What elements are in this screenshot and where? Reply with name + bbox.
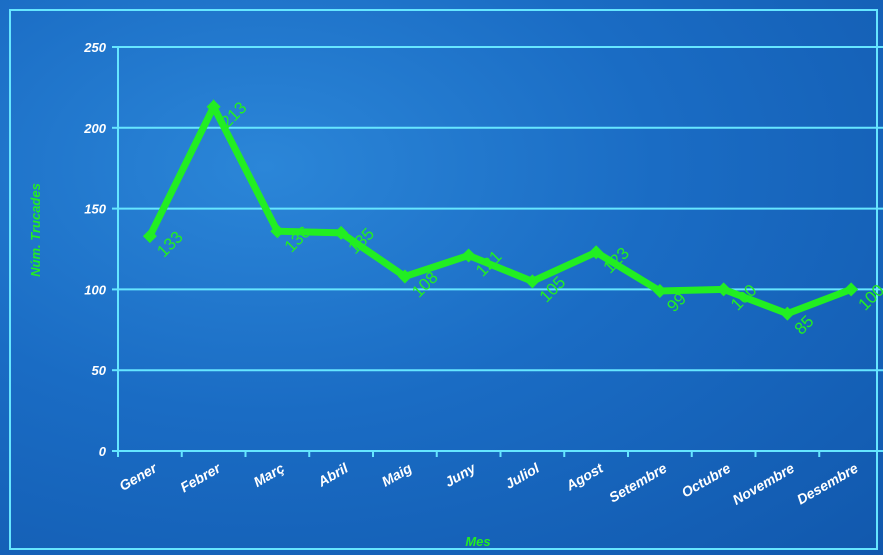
x-tick-label: Agost xyxy=(562,459,606,494)
data-label: 100 xyxy=(727,281,760,314)
data-label: 136 xyxy=(281,223,314,256)
y-tick-label: 200 xyxy=(83,121,106,136)
data-point xyxy=(206,99,221,114)
series-group xyxy=(142,98,859,321)
data-point xyxy=(461,248,476,263)
gridlines xyxy=(118,46,883,372)
x-tick-label: Juliol xyxy=(502,459,543,492)
data-label: 133 xyxy=(153,227,186,260)
y-axis-title: Núm. Trucades xyxy=(28,183,43,277)
data-point xyxy=(844,282,859,297)
x-tick-label: Juny xyxy=(442,459,479,490)
y-tick-label: 100 xyxy=(84,282,106,297)
data-point xyxy=(780,306,795,321)
series-line xyxy=(146,98,853,318)
data-label: 85 xyxy=(791,312,818,339)
x-tick-label: Setembre xyxy=(606,460,669,506)
data-point xyxy=(397,269,412,284)
data-point xyxy=(270,224,285,239)
chart-frame xyxy=(9,9,878,550)
x-tick-label: Gener xyxy=(116,459,160,494)
data-point xyxy=(716,282,731,297)
x-tick-label: Octubre xyxy=(679,460,734,501)
y-tick-label: 250 xyxy=(83,40,106,55)
y-tick-labels: 0 50 100 150 200 250 xyxy=(83,40,106,459)
x-tick-label: Març xyxy=(251,460,287,490)
data-point xyxy=(589,245,604,260)
x-tick-label: Desembre xyxy=(794,460,861,508)
axes xyxy=(112,46,883,457)
x-tick-label: Maig xyxy=(379,460,415,490)
x-tick-label: Novembre xyxy=(730,460,797,508)
y-tick-label: 0 xyxy=(99,444,107,459)
y-tick-label: 150 xyxy=(84,202,106,217)
data-label: 100 xyxy=(855,281,883,314)
x-tick-label: Abril xyxy=(314,459,351,490)
data-point xyxy=(652,284,667,299)
data-point xyxy=(334,225,349,240)
data-point xyxy=(525,274,540,289)
x-tick-label: Febrer xyxy=(177,459,224,495)
y-tick-label: 50 xyxy=(92,363,107,378)
data-label: 121 xyxy=(472,247,505,280)
x-axis-title: Mes xyxy=(465,534,490,549)
data-point xyxy=(142,229,157,244)
x-tick-labels: Gener Febrer Març Abril Maig Juny Juliol Agost S… xyxy=(116,459,860,508)
